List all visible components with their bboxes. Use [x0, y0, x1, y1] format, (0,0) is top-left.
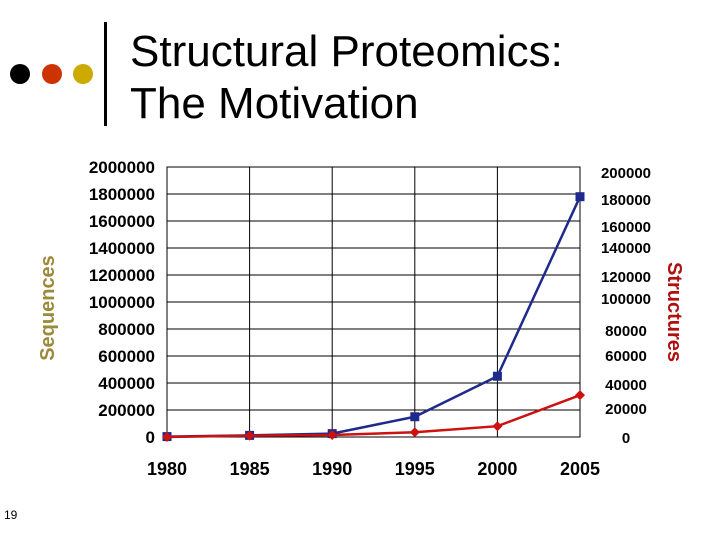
- series-line-sequences: [166, 196, 582, 438]
- x-tick-label: 1980: [147, 459, 187, 479]
- y-tick-label-right: 120000: [601, 269, 651, 286]
- x-tick-label: 1985: [230, 459, 270, 479]
- x-tick-label: 2000: [477, 459, 517, 479]
- data-point-structures: [492, 421, 503, 432]
- data-point-structures: [162, 432, 172, 442]
- y-tick-label-right: 80000: [605, 323, 647, 340]
- y-tick-label-left: 1400000: [89, 239, 155, 258]
- y-tick-label-left: 1600000: [89, 212, 155, 231]
- y-tick-label-left: 1800000: [89, 185, 155, 204]
- y-tick-label-left: 0: [146, 428, 155, 447]
- series-line-structures: [166, 393, 581, 439]
- y-tick-label-left: 600000: [98, 347, 155, 366]
- y-tick-label-left: 800000: [98, 320, 155, 339]
- y-tick-label-left: 1000000: [89, 293, 155, 312]
- plot-area-border: [166, 166, 581, 438]
- data-point-structures: [409, 427, 420, 438]
- y-tick-label-left: 400000: [98, 374, 155, 393]
- y-tick-label-right: 180000: [601, 192, 651, 209]
- y-axis-title-right: Structures: [663, 262, 685, 362]
- title-divider: [104, 22, 107, 126]
- slide-title: Structural Proteomics: The Motivation: [130, 26, 563, 130]
- y-tick-label-right: 100000: [601, 291, 651, 308]
- y-tick-label-right: 20000: [605, 401, 647, 418]
- y-tick-label-right: 140000: [601, 240, 651, 257]
- data-point-sequences: [410, 412, 420, 422]
- y-tick-label-left: 2000000: [89, 158, 155, 177]
- data-point-structures: [244, 430, 255, 441]
- x-tick-label: 1995: [395, 459, 435, 479]
- slide-number: 19: [4, 508, 18, 522]
- bullet-dot-red: [42, 64, 62, 84]
- y-tick-label-left: 1200000: [89, 266, 155, 285]
- y-tick-label-left: 200000: [98, 401, 155, 420]
- x-tick-label: 2005: [560, 459, 600, 479]
- y-tick-label-right: 60000: [605, 348, 647, 365]
- y-tick-label-right: 200000: [601, 165, 651, 182]
- x-tick-label: 1990: [312, 459, 352, 479]
- data-point-structures: [327, 429, 338, 440]
- y-tick-label-right: 0: [622, 430, 630, 447]
- slide-title-line2: The Motivation: [130, 79, 419, 128]
- data-point-sequences: [575, 192, 585, 202]
- slide-title-line1: Structural Proteomics:: [130, 27, 563, 76]
- bullet-dot-black: [10, 64, 30, 84]
- data-point-structures: [575, 390, 585, 401]
- y-tick-label-right: 40000: [605, 377, 647, 394]
- y-tick-label-right: 160000: [601, 219, 651, 236]
- bullet-dot-gold: [73, 64, 93, 84]
- data-point-sequences: [492, 371, 502, 381]
- y-axis-title-left: Sequences: [37, 255, 59, 361]
